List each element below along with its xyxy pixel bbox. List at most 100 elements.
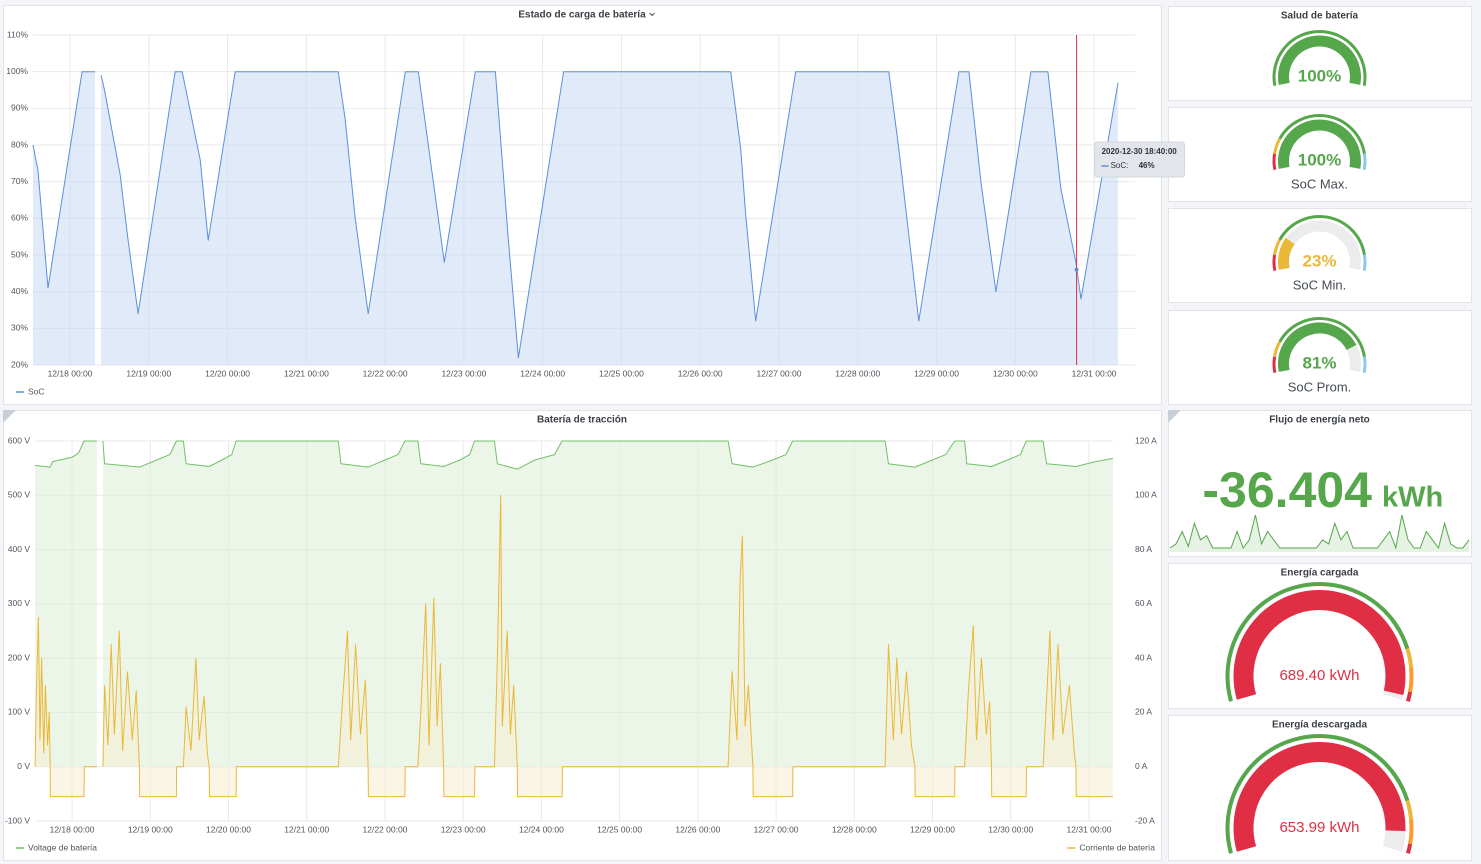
x-tick-label: 12/31 00:00 xyxy=(1067,824,1112,834)
gauge-threshold xyxy=(1405,800,1414,820)
gauge-threshold xyxy=(1272,30,1367,86)
y2-tick-label: 100 A xyxy=(1135,490,1157,500)
line xyxy=(32,71,95,289)
x-tick-label: 12/25 00:00 xyxy=(599,368,644,378)
legend-label[interactable]: Corriente de batería xyxy=(1079,842,1155,852)
x-tick-label: 12/19 00:00 xyxy=(128,824,173,834)
panel-title[interactable]: Estado de carga de batería xyxy=(518,10,646,21)
y-tick-label: 30% xyxy=(11,323,28,333)
x-tick-label: 12/30 00:00 xyxy=(993,368,1038,378)
y-tick-label: 200 V xyxy=(8,652,31,662)
x-tick-label: 12/21 00:00 xyxy=(284,368,329,378)
y-tick-label: 300 V xyxy=(8,598,31,608)
y-tick-label: 20% xyxy=(11,359,28,369)
x-tick-label: 12/18 00:00 xyxy=(50,824,95,834)
sparkline xyxy=(1169,514,1470,550)
y-tick-label: 110% xyxy=(7,29,29,39)
line xyxy=(34,616,97,798)
y2-tick-label: 0 A xyxy=(1135,761,1148,771)
panel-content: 12/18 00:00 12/19 00:00 12/20 00:00 12/21 0… xyxy=(5,10,1470,854)
gauge-value-label: 81% xyxy=(1302,353,1336,372)
y-tick-label: 70% xyxy=(11,176,28,186)
y2-tick-label: -20 A xyxy=(1135,815,1155,825)
x-tick-label: 12/20 00:00 xyxy=(206,824,251,834)
y2-tick-label: 40 A xyxy=(1135,652,1152,662)
gauge-threshold xyxy=(1278,215,1366,255)
y2-tick-label: 20 A xyxy=(1135,707,1152,717)
legend-label[interactable]: Voltage de batería xyxy=(28,842,97,852)
gauge-threshold xyxy=(1406,691,1413,702)
gauge-threshold xyxy=(1408,667,1414,693)
gauge-value-label: 100% xyxy=(1298,150,1341,169)
x-tick-label: 12/27 00:00 xyxy=(754,824,799,834)
gauge-threshold xyxy=(1405,648,1414,668)
x-tick-label: 12/19 00:00 xyxy=(126,368,171,378)
title-menu-icon[interactable] xyxy=(649,12,655,17)
panel-title[interactable]: Energía cargada xyxy=(1281,568,1359,579)
gauge-threshold xyxy=(1272,254,1277,271)
line xyxy=(100,71,1119,359)
tooltip-series: SoC: xyxy=(1111,161,1129,170)
y-tick-label: 50% xyxy=(11,249,28,259)
tooltip xyxy=(1094,141,1186,178)
gauge-value-label: 100% xyxy=(1298,66,1341,85)
x-tick-label: 12/27 00:00 xyxy=(757,368,802,378)
line xyxy=(102,440,1113,470)
x-tick-label: 12/21 00:00 xyxy=(284,824,329,834)
gauge-threshold xyxy=(1273,340,1282,358)
x-tick-label: 12/25 00:00 xyxy=(597,824,642,834)
x-tick-label: 12/31 00:00 xyxy=(1072,368,1117,378)
x-tick-label: 12/24 00:00 xyxy=(519,824,564,834)
y-tick-label: 500 V xyxy=(8,490,31,500)
x-tick-label: 12/26 00:00 xyxy=(675,824,720,834)
gauge-value xyxy=(1233,742,1406,852)
gauge-value xyxy=(1278,119,1361,169)
stat-unit: kWh xyxy=(1382,482,1443,514)
panel xyxy=(1168,310,1472,405)
legend-label[interactable]: SoC xyxy=(28,386,45,396)
gauge-threshold xyxy=(1278,317,1366,357)
x-tick-label: 12/22 00:00 xyxy=(363,824,408,834)
panel-title[interactable]: Salud de batería xyxy=(1281,11,1359,22)
y2-tick-label: 120 A xyxy=(1135,435,1157,445)
y-tick-label: 80% xyxy=(11,139,28,149)
x-tick-label: 12/23 00:00 xyxy=(441,824,486,834)
x-tick-label: 12/18 00:00 xyxy=(48,368,93,378)
x-tick-label: 12/20 00:00 xyxy=(205,368,250,378)
x-tick-label: 12/29 00:00 xyxy=(914,368,959,378)
panel-title[interactable]: Energía descargada xyxy=(1272,720,1367,731)
gauge-threshold xyxy=(1362,153,1367,170)
panel-title[interactable]: Batería de tracción xyxy=(537,415,627,426)
gauge-value xyxy=(1278,237,1295,270)
info-corner[interactable] xyxy=(1168,410,1181,423)
y-tick-label: 60% xyxy=(11,213,28,223)
area xyxy=(35,441,97,767)
y-tick-label: 0 V xyxy=(17,761,30,771)
gauge-name: SoC Prom. xyxy=(1288,379,1352,394)
x-tick-label: 12/28 00:00 xyxy=(835,368,880,378)
gauge-threshold xyxy=(1225,581,1410,702)
area xyxy=(101,71,1119,365)
gauge-threshold xyxy=(1362,254,1367,271)
x-tick-label: 12/23 00:00 xyxy=(441,368,486,378)
gauge-threshold xyxy=(1406,843,1413,854)
x-tick-label: 12/22 00:00 xyxy=(363,368,408,378)
stat-value: -36.404 xyxy=(1202,462,1372,518)
y2-tick-label: 60 A xyxy=(1135,598,1152,608)
gauge-threshold xyxy=(1278,114,1366,154)
panel xyxy=(1168,715,1472,861)
info-corners xyxy=(3,410,1181,423)
panel-title[interactable]: Flujo de energía neto xyxy=(1269,415,1370,426)
gauge-value-label: 653.99 kWh xyxy=(1279,819,1359,836)
gauge-threshold xyxy=(1225,733,1410,854)
y-tick-label: 100% xyxy=(6,66,28,76)
info-corner[interactable] xyxy=(3,410,16,423)
gauge-value-label: 689.40 kWh xyxy=(1279,667,1359,684)
y-tick-label: -100 V xyxy=(5,815,30,825)
line xyxy=(102,494,1113,798)
gauge-value xyxy=(1233,590,1406,700)
gauge-name: SoC Min. xyxy=(1293,277,1346,292)
tooltip-value: 46% xyxy=(1139,161,1155,170)
x-tick-label: 12/24 00:00 xyxy=(520,368,565,378)
